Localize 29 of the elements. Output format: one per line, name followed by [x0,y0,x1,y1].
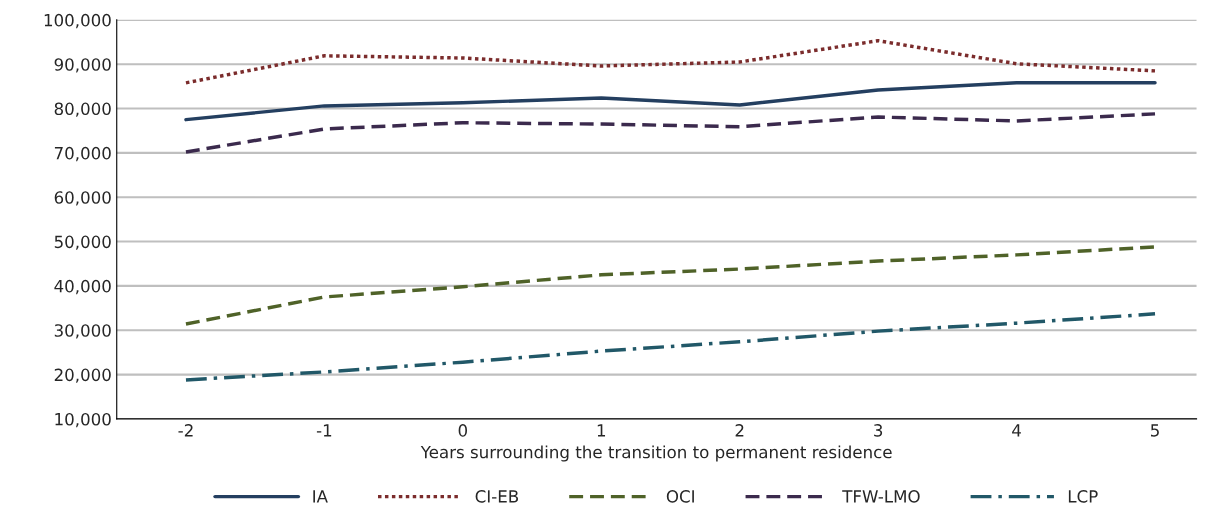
y-tick-label: 30,000 [54,324,111,339]
x-tick-label: 2 [735,424,744,437]
line-series [184,38,1157,85]
y-tick-label: 90,000 [54,58,111,73]
x-tick-label: 0 [458,424,468,437]
legend-label: IA [313,490,328,503]
legend-label: CI-EB [475,490,519,503]
line-series [184,245,1157,326]
y-tick-label: 100,000 [44,13,111,29]
y-tick-label: 70,000 [54,146,111,162]
y-tick-label: 60,000 [54,191,111,206]
x-tick-label: 3 [874,424,883,437]
x-tick-label: -1 [316,424,332,437]
legend-label: LCP [1068,490,1098,503]
x-tick-label: 5 [1151,424,1159,437]
legend-label: TFW-LMO [842,490,920,503]
x-axis-title: Years surrounding the transition to permanent residence [420,445,892,462]
line-series [184,81,1157,122]
y-tick-label: 20,000 [54,368,111,383]
line-series [184,312,1157,382]
line-series [184,112,1157,154]
x-tick-label: 1 [597,424,606,437]
y-tick-label: 50,000 [54,235,111,250]
legend-label: OCI [666,490,694,503]
x-tick-label: 4 [1012,424,1021,437]
x-tick-label: -2 [178,424,193,437]
y-tick-label: 10,000 [55,412,111,428]
y-tick-label: 40,000 [54,279,111,295]
y-tick-label: 80,000 [54,102,111,117]
